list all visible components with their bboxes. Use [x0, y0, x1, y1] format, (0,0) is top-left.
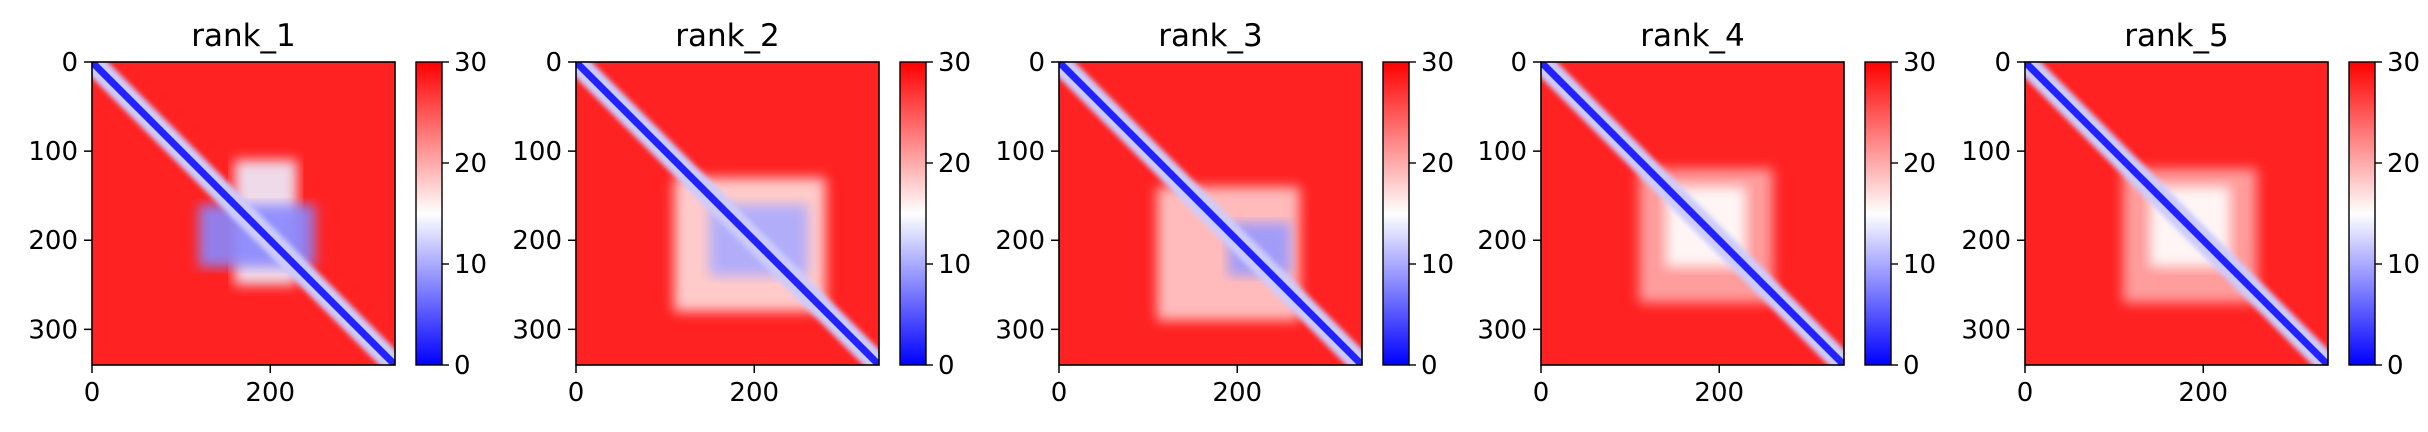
- colorbar-gradient: [416, 62, 442, 365]
- y-tick-label: 0: [1510, 48, 1527, 78]
- x-tick-label: 200: [1694, 378, 1744, 408]
- y-tick-label: 0: [61, 48, 78, 78]
- heatmap-panel-1: rank_1 0 200 0 100 200 300 0 10 20 30: [28, 18, 487, 408]
- y-tick-label: 200: [1477, 226, 1527, 256]
- panel-title: rank_3: [1158, 18, 1263, 54]
- colorbar: 0 10 20 30: [1382, 48, 1454, 381]
- diagonal-line: [576, 62, 879, 365]
- y-tick-label: 300: [28, 315, 78, 345]
- y-tick-label: 200: [512, 226, 562, 256]
- axes-frame: [1540, 61, 1845, 366]
- heatmap-area: [576, 62, 879, 365]
- x-tick-label: 0: [1051, 378, 1068, 408]
- axes-frame: [2024, 61, 2329, 366]
- colorbar-tick-label: 30: [938, 48, 971, 78]
- colorbar: 0 10 20 30: [899, 48, 971, 381]
- colorbar: 0 10 20 30: [2348, 48, 2420, 381]
- colorbar-tick-label: 0: [2387, 351, 2404, 381]
- colorbar-tick-label: 30: [2387, 48, 2420, 78]
- diagonal-line: [1541, 62, 1844, 365]
- y-tick-label: 0: [545, 48, 562, 78]
- panel-title: rank_4: [1640, 18, 1745, 54]
- colorbar-frame: [899, 61, 927, 366]
- y-tick-label: 300: [995, 315, 1045, 345]
- y-tick-label: 300: [1961, 315, 2011, 345]
- heatmap-area: [2025, 62, 2328, 365]
- panel-title: rank_2: [675, 18, 780, 54]
- diagonal-line: [92, 62, 395, 365]
- y-tick-label: 100: [995, 137, 1045, 167]
- colorbar-gradient: [2349, 62, 2375, 365]
- panel-title: rank_5: [2124, 18, 2229, 54]
- x-tick-label: 0: [1533, 378, 1550, 408]
- heatmap-panel-3: rank_3 0 200 0 100 200 300 0 10 20 30: [995, 18, 1454, 408]
- colorbar-gradient: [1383, 62, 1409, 365]
- colorbar-tick-label: 20: [1903, 149, 1936, 179]
- heatmap-area: [1059, 62, 1362, 365]
- panel-title: rank_1: [191, 18, 296, 54]
- colorbar-tick-label: 10: [1421, 250, 1454, 280]
- heatmap-panel-2: rank_2 0 200 0 100 200 300 0 10 20 30: [512, 18, 971, 408]
- colorbar-tick-label: 30: [454, 48, 487, 78]
- colorbar: 0 10 20 30: [415, 48, 487, 381]
- x-tick-label: 0: [2017, 378, 2034, 408]
- axes-frame: [91, 61, 396, 366]
- heatmap-area: [1541, 62, 1844, 365]
- colorbar-frame: [415, 61, 443, 366]
- y-tick-label: 300: [1477, 315, 1527, 345]
- y-tick-label: 0: [1994, 48, 2011, 78]
- y-tick-label: 0: [1028, 48, 1045, 78]
- colorbar-gradient: [1865, 62, 1891, 365]
- colorbar-frame: [2348, 61, 2376, 366]
- x-tick-label: 200: [729, 378, 779, 408]
- heatmap-area: [92, 62, 395, 365]
- colorbar-tick-label: 20: [1421, 149, 1454, 179]
- colorbar-frame: [1864, 61, 1892, 366]
- y-tick-label: 200: [28, 226, 78, 256]
- diagonal-line: [1059, 62, 1362, 365]
- colorbar-gradient: [900, 62, 926, 365]
- colorbar-tick-label: 0: [938, 351, 955, 381]
- y-tick-label: 200: [995, 226, 1045, 256]
- x-tick-label: 200: [1212, 378, 1262, 408]
- y-tick-label: 100: [28, 137, 78, 167]
- colorbar: 0 10 20 30: [1864, 48, 1936, 381]
- x-tick-label: 200: [2178, 378, 2228, 408]
- colorbar-tick-label: 0: [1421, 351, 1438, 381]
- y-tick-label: 100: [512, 137, 562, 167]
- colorbar-tick-label: 20: [938, 149, 971, 179]
- colorbar-tick-label: 0: [1903, 351, 1920, 381]
- colorbar-tick-label: 10: [938, 250, 971, 280]
- y-tick-label: 300: [512, 315, 562, 345]
- heatmap-panel-5: rank_5 0 200 0 100 200 300 0 10 20 30: [1961, 18, 2420, 408]
- colorbar-tick-label: 30: [1421, 48, 1454, 78]
- colorbar-tick-label: 0: [454, 351, 471, 381]
- colorbar-tick-label: 10: [454, 250, 487, 280]
- x-tick-label: 0: [568, 378, 585, 408]
- colorbar-tick-label: 10: [1903, 250, 1936, 280]
- y-tick-label: 200: [1961, 226, 2011, 256]
- x-tick-label: 200: [245, 378, 295, 408]
- colorbar-tick-label: 30: [1903, 48, 1936, 78]
- colorbar-tick-label: 20: [2387, 149, 2420, 179]
- axes-frame: [575, 61, 880, 366]
- heatmap-panel-4: rank_4 0 200 0 100 200 300 0 10 20 30: [1477, 18, 1936, 408]
- colorbar-tick-label: 10: [2387, 250, 2420, 280]
- x-tick-label: 0: [84, 378, 101, 408]
- colorbar-frame: [1382, 61, 1410, 366]
- diagonal-line: [2025, 62, 2328, 365]
- y-tick-label: 100: [1961, 137, 2011, 167]
- axes-frame: [1058, 61, 1363, 366]
- y-tick-label: 100: [1477, 137, 1527, 167]
- colorbar-tick-label: 20: [454, 149, 487, 179]
